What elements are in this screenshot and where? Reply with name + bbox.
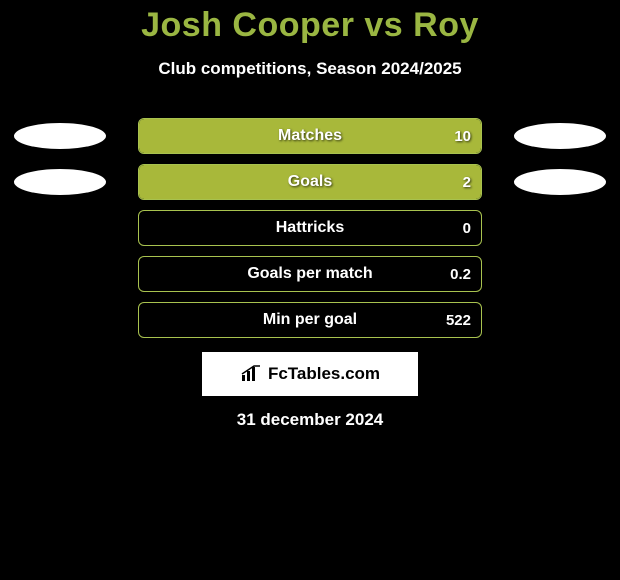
page-title: Josh Cooper vs Roy <box>0 0 620 45</box>
comparison-infographic: Josh Cooper vs Roy Club competitions, Se… <box>0 0 620 580</box>
bar-chart-icon <box>240 365 262 383</box>
left-indicator-ellipse <box>14 169 106 195</box>
stat-row: Min per goal 522 <box>0 302 620 338</box>
bar-track: Goals per match 0.2 <box>138 256 482 292</box>
bar-label: Min per goal <box>139 303 481 337</box>
stat-row: Matches 10 <box>0 118 620 154</box>
stat-bars: Matches 10 Goals 2 Hattricks 0 <box>0 118 620 348</box>
bar-label: Goals <box>139 165 481 199</box>
bar-label: Hattricks <box>139 211 481 245</box>
bar-track: Min per goal 522 <box>138 302 482 338</box>
logo: FcTables.com <box>240 364 380 384</box>
bar-value: 0 <box>463 211 471 245</box>
bar-value: 2 <box>463 165 471 199</box>
bar-track: Goals 2 <box>138 164 482 200</box>
right-indicator-ellipse <box>514 123 606 149</box>
bar-track: Matches 10 <box>138 118 482 154</box>
right-indicator-ellipse <box>514 169 606 195</box>
bar-label: Goals per match <box>139 257 481 291</box>
date-text: 31 december 2024 <box>0 410 620 430</box>
stat-row: Goals 2 <box>0 164 620 200</box>
stat-row: Goals per match 0.2 <box>0 256 620 292</box>
left-indicator-ellipse <box>14 123 106 149</box>
bar-label: Matches <box>139 119 481 153</box>
bar-value: 0.2 <box>450 257 471 291</box>
logo-text: FcTables.com <box>268 364 380 384</box>
bar-value: 10 <box>454 119 471 153</box>
bar-value: 522 <box>446 303 471 337</box>
logo-box: FcTables.com <box>202 352 418 396</box>
page-subtitle: Club competitions, Season 2024/2025 <box>0 59 620 79</box>
bar-track: Hattricks 0 <box>138 210 482 246</box>
stat-row: Hattricks 0 <box>0 210 620 246</box>
